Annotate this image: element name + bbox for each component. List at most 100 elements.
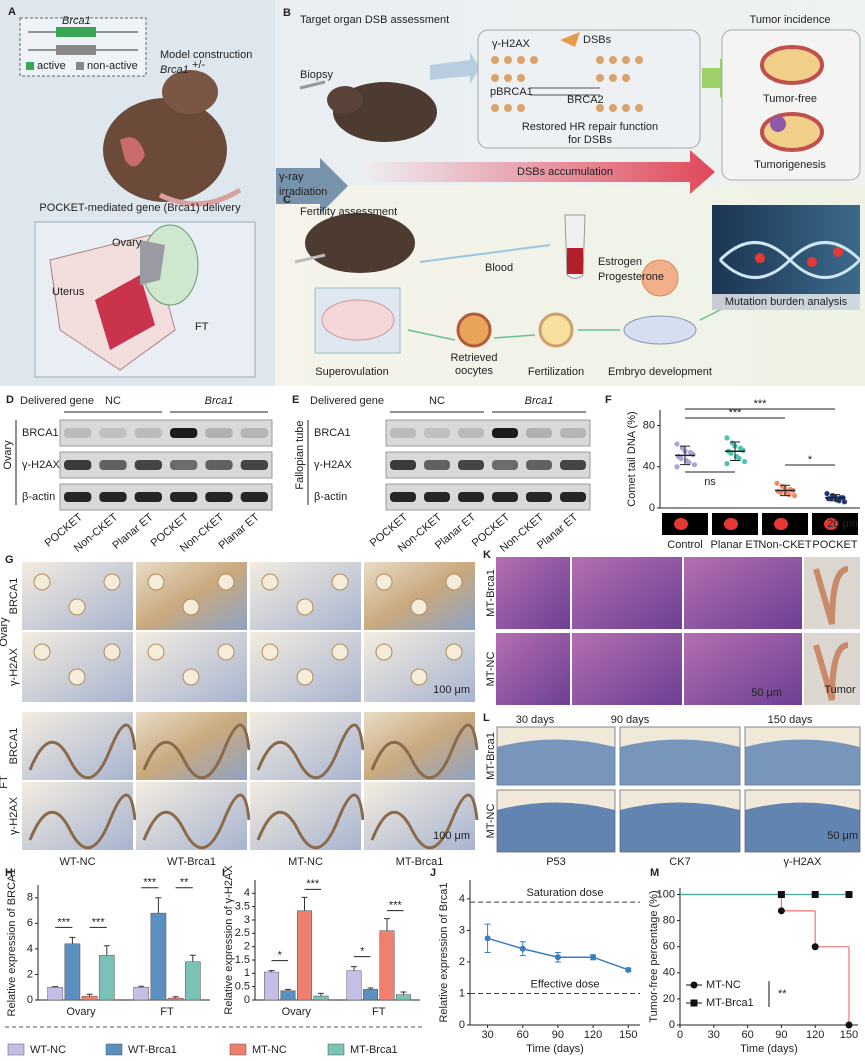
micrograph — [250, 632, 361, 702]
epithelium — [142, 723, 251, 780]
blot-band — [492, 428, 518, 438]
legend-swatch — [76, 62, 84, 70]
label: γ-H2AX — [492, 38, 531, 50]
y-tick-label: 1 — [244, 967, 250, 979]
blot-band — [240, 460, 268, 470]
error-bar — [351, 966, 357, 971]
panel-letter: B — [283, 7, 291, 19]
label: CK7 — [669, 856, 690, 868]
blot-band — [424, 428, 450, 438]
label: 50 μm — [751, 687, 782, 699]
blot-band — [424, 492, 450, 502]
label: γ-H2AX — [784, 856, 823, 868]
x-tick-label: Non-CKET — [758, 539, 811, 551]
marker — [845, 891, 853, 899]
blot-band — [390, 460, 416, 470]
y-tick-label: 3 — [244, 914, 250, 926]
legend-swatch — [327, 1043, 345, 1056]
label: γ-H2AX — [22, 459, 61, 471]
biopsy-tool — [299, 80, 326, 90]
label: Tumor-free — [763, 93, 817, 105]
panel-letter: K — [483, 549, 491, 561]
label: Estrogen — [598, 256, 642, 268]
x-tick-label: 0 — [677, 1029, 683, 1041]
annotation: *** — [306, 878, 320, 890]
blot-band — [526, 428, 552, 438]
label: γ-H2AX — [8, 796, 20, 835]
bar — [150, 912, 167, 1001]
bar — [313, 995, 329, 1001]
follicle — [261, 643, 279, 661]
error-bar — [830, 494, 840, 502]
organ-healthy — [760, 45, 824, 85]
label: MT-NC — [485, 804, 497, 839]
organ-tumor — [760, 112, 824, 152]
y-tick-label: 3 — [459, 924, 465, 936]
x-tick-label: 90 — [775, 1029, 787, 1041]
data-point — [741, 458, 748, 465]
label: 50 μm — [827, 830, 858, 842]
follicle — [296, 598, 314, 616]
active-exon — [56, 27, 96, 37]
label: active — [37, 60, 66, 72]
label: Tumorigenesis — [754, 159, 826, 171]
x-tick-label: 30 — [708, 1029, 720, 1041]
error-bar — [384, 918, 390, 931]
y-tick-label: 4 — [244, 887, 250, 899]
annotation: *** — [92, 916, 106, 928]
x-tick-label: 120 — [584, 1029, 602, 1041]
label: Ovary — [2, 440, 14, 470]
tissue-layer — [620, 802, 740, 852]
reference-label: Effective dose — [531, 978, 600, 990]
blot-band — [170, 492, 198, 502]
tissue-layer — [745, 802, 860, 852]
blot-band — [560, 492, 586, 502]
label: Mutation burden analysis — [725, 296, 848, 308]
label: Brca1 — [205, 395, 234, 407]
x-tick-label: FT — [160, 1006, 174, 1018]
follicle — [375, 573, 393, 591]
label: NC — [105, 395, 121, 407]
y-tick-label: 3.5 — [235, 901, 250, 913]
data-point — [674, 441, 680, 447]
tumor-mass — [770, 116, 786, 132]
bar — [184, 961, 201, 1001]
data-point — [678, 455, 684, 462]
annotation: ** — [180, 877, 189, 889]
blot-band — [134, 428, 162, 438]
data-point — [786, 491, 792, 498]
accumulation-arrow — [360, 150, 715, 194]
blood — [567, 248, 583, 274]
bar — [297, 910, 312, 1001]
x-tick-label: 30 — [481, 1029, 493, 1041]
annotation: ** — [778, 988, 787, 1000]
marker — [811, 891, 819, 899]
x-tick-label: 60 — [741, 1029, 753, 1041]
legend-label: MT-NC — [706, 979, 741, 991]
bar — [264, 971, 279, 1001]
label: BRCA1 — [314, 427, 351, 439]
label: Brca1 — [525, 395, 554, 407]
annotation: ns — [704, 476, 716, 488]
x-tick-label: Ovary — [66, 1006, 96, 1018]
inactive-exon — [56, 45, 96, 55]
y-tick-label: 20 — [663, 993, 675, 1005]
micrograph — [250, 562, 361, 630]
micrograph — [364, 562, 475, 630]
bar — [81, 995, 98, 1001]
follicle — [261, 573, 279, 591]
rat-tail — [158, 187, 242, 207]
blot-band — [240, 492, 268, 502]
label: MT-Brca1 — [485, 732, 497, 780]
legend-label: MT-NC — [252, 1044, 287, 1056]
comet — [674, 518, 688, 530]
label: FT — [0, 775, 10, 789]
marker — [777, 907, 785, 915]
ovary-drawing — [321, 299, 395, 341]
blot-band — [134, 460, 162, 470]
error-bar — [400, 991, 407, 995]
panel-letter: L — [483, 712, 490, 724]
dish — [623, 315, 697, 345]
label: Tumor — [824, 684, 856, 696]
label: Biopsy — [300, 69, 334, 81]
